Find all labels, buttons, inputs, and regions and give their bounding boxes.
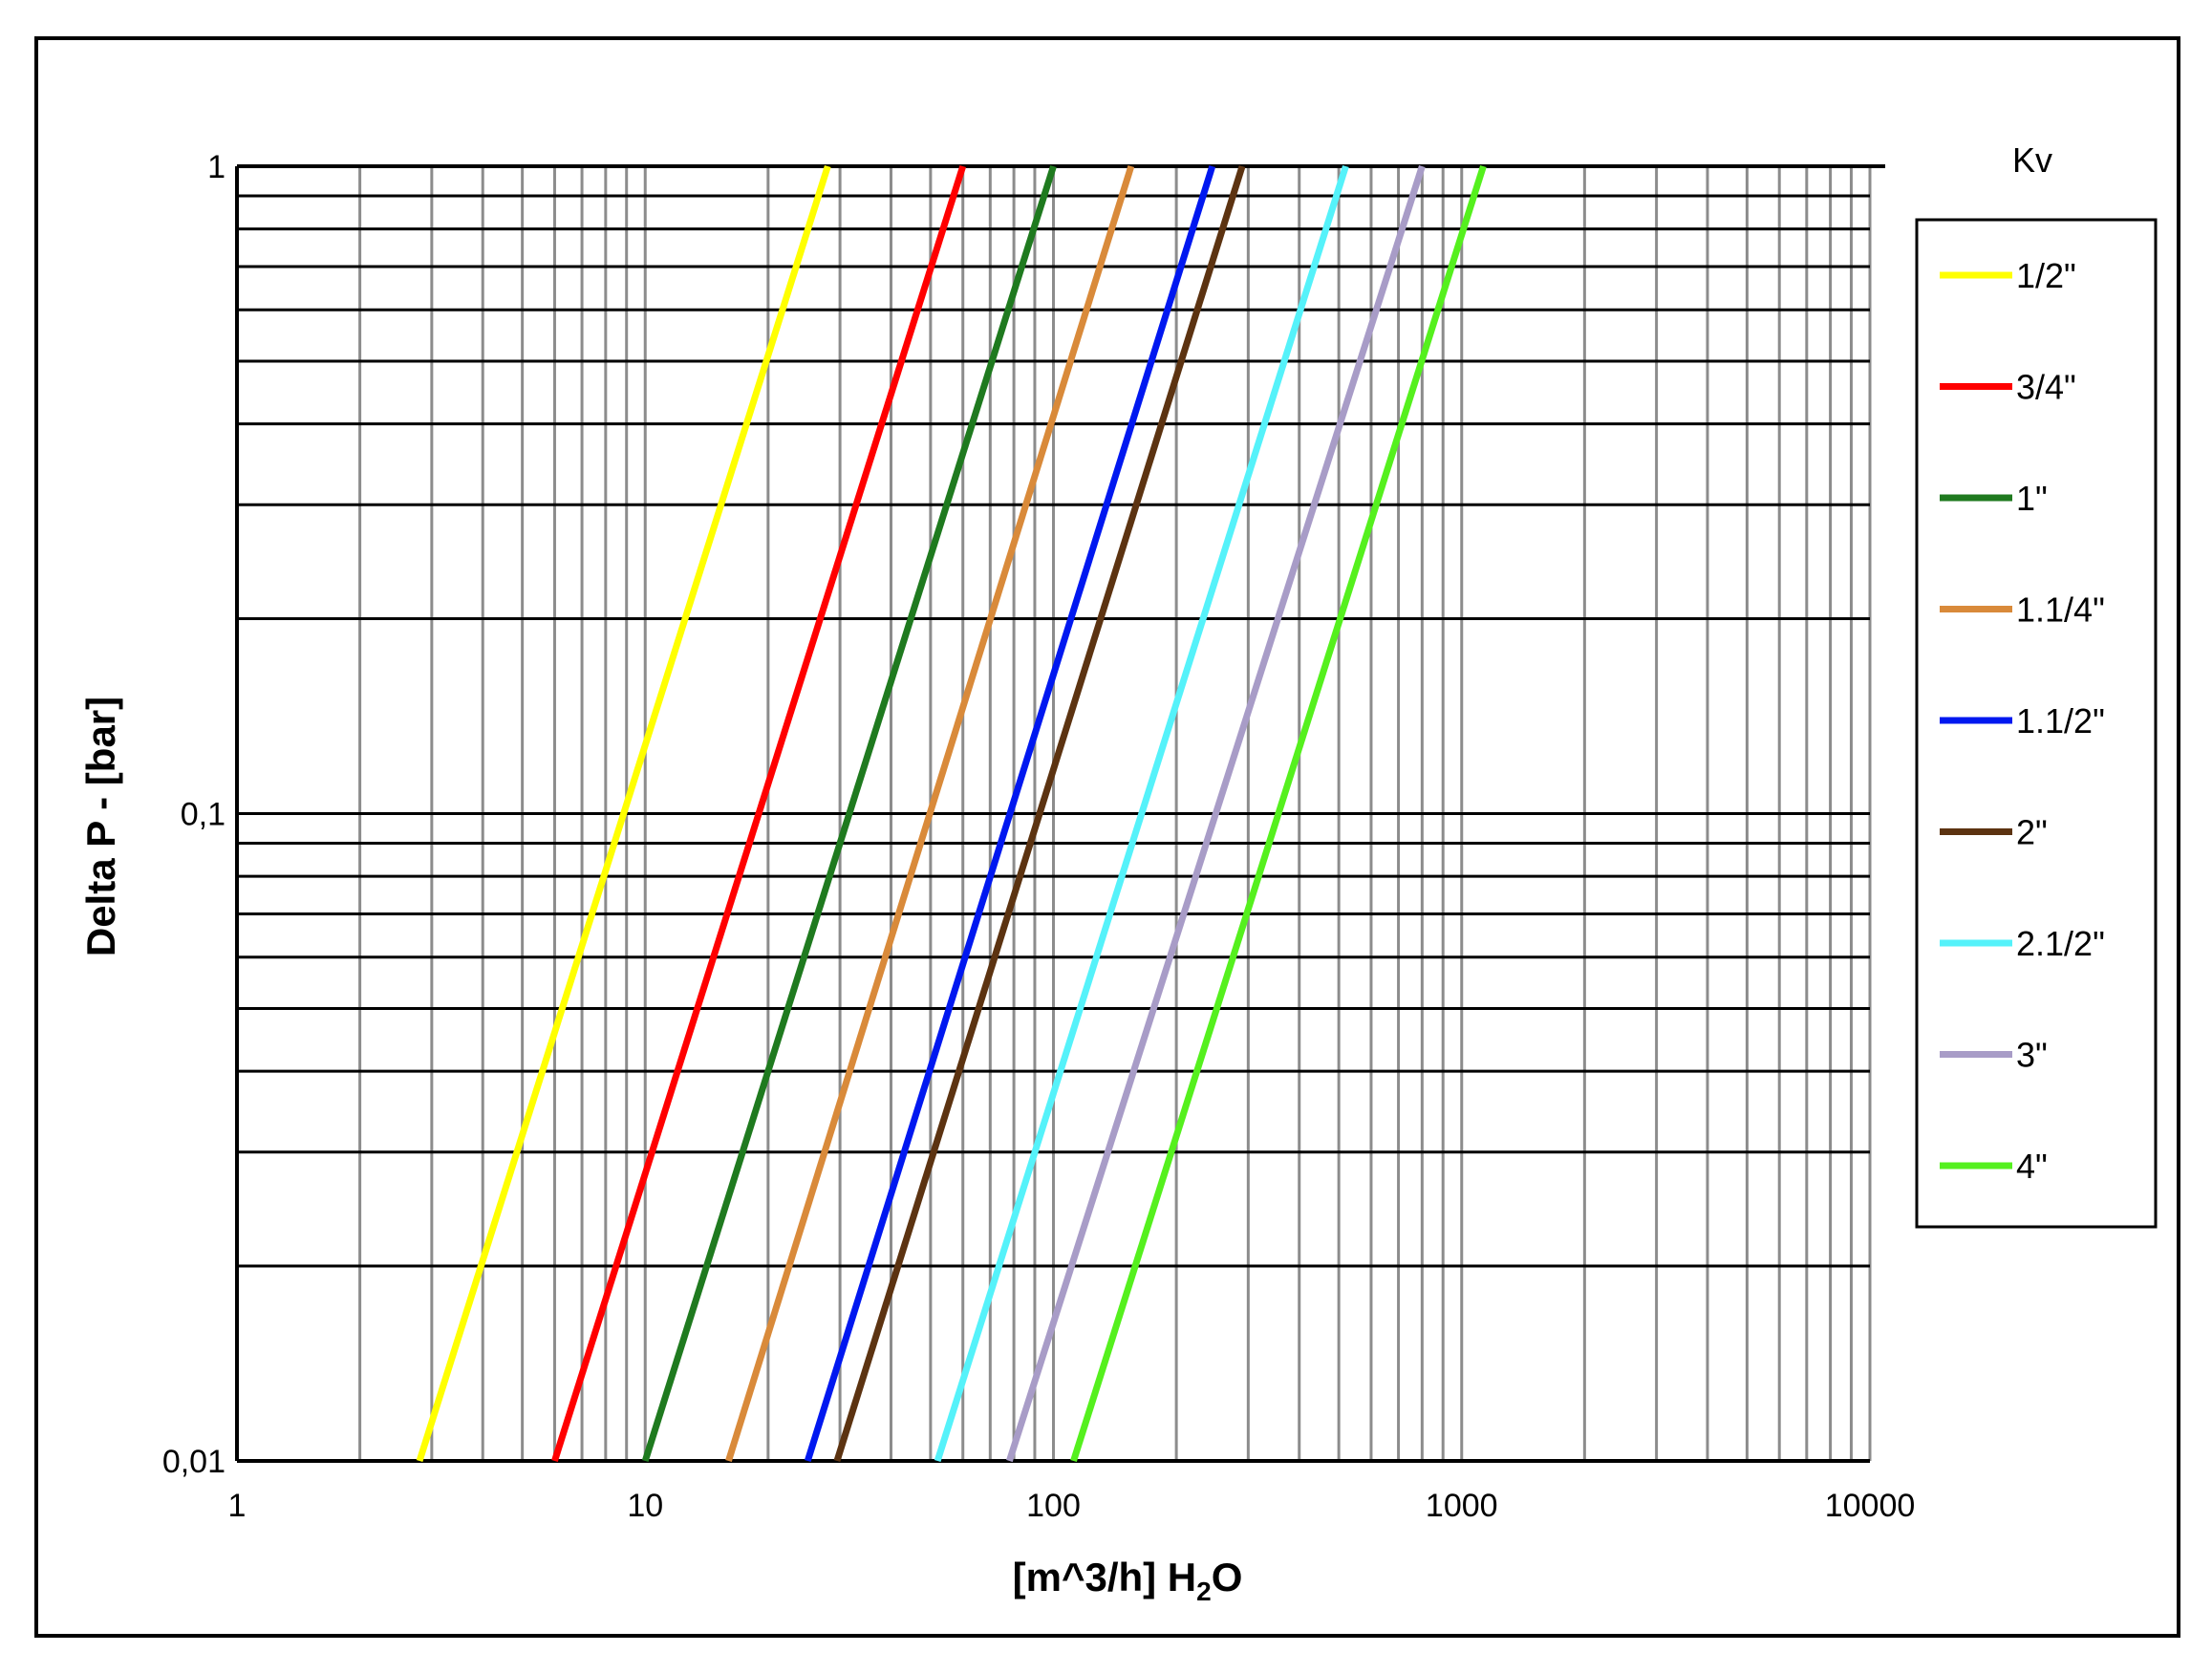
x-tick-label: 10000 — [1825, 1488, 1916, 1524]
legend-label: 2.1/2" — [2016, 924, 2105, 963]
x-tick-label: 100 — [1026, 1488, 1081, 1524]
y-tick-label: 0,1 — [181, 797, 225, 833]
legend-layer: 1/2" 3/4" 1" 1.1/4" 1.1/2" 2" 2.1/2" 3" 4" — [1940, 256, 2105, 1186]
x-axis-title-main: [m^3/h] H — [1013, 1555, 1197, 1599]
series-line — [725, 164, 1135, 1463]
tick-layer: 1 10 100 1000 10000 0,01 0,1 1 — [162, 149, 1915, 1524]
legend-label: 3" — [2016, 1036, 2048, 1075]
x-axis-title: [m^3/h] H2O — [1013, 1555, 1243, 1606]
series-line — [934, 164, 1349, 1463]
series-line — [551, 164, 967, 1463]
series-line — [833, 164, 1246, 1463]
x-tick-label: 1000 — [1426, 1488, 1498, 1524]
chart-frame: 1 10 100 1000 10000 0,01 0,1 1 [m^3/h] H2O Delt… — [34, 36, 2180, 1638]
legend-label: 4" — [2016, 1147, 2048, 1186]
legend-label: 1.1/4" — [2016, 590, 2105, 630]
legend-label: 1" — [2016, 479, 2048, 518]
chart-svg: 1 10 100 1000 10000 0,01 0,1 1 [m^3/h] H2O Delt… — [78, 140, 2158, 1606]
legend-label: 2" — [2016, 813, 2048, 852]
series-line — [416, 164, 831, 1463]
series-line — [1006, 164, 1426, 1463]
x-tick-label: 10 — [627, 1488, 663, 1524]
x-tick-label: 1 — [228, 1488, 247, 1524]
x-axis-title-end: O — [1212, 1555, 1243, 1599]
legend-title: Kv — [2012, 140, 2052, 180]
y-tick-label: 0,01 — [162, 1444, 225, 1480]
y-tick-label: 1 — [207, 149, 225, 185]
x-axis-title-subscript: 2 — [1196, 1577, 1212, 1606]
series-line — [641, 164, 1057, 1463]
legend-label: 1/2" — [2016, 256, 2076, 295]
y-axis-title: Delta P - [bar] — [78, 697, 123, 956]
legend-label: 3/4" — [2016, 368, 2076, 407]
series-line — [804, 164, 1216, 1463]
series-line — [1070, 164, 1487, 1463]
series-layer — [416, 164, 1487, 1463]
legend-label: 1.1/2" — [2016, 701, 2105, 740]
